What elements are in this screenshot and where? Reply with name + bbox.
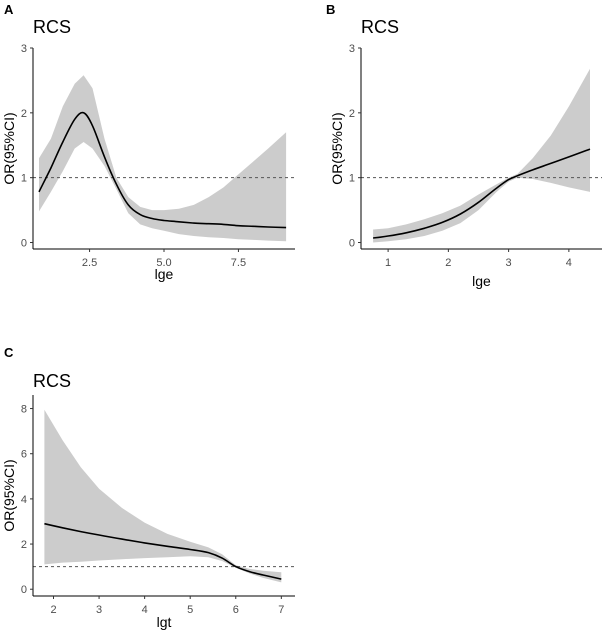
x-tick-label: 2 <box>445 257 451 269</box>
y-tick-label: 0 <box>21 584 27 596</box>
y-tick-label: 0 <box>21 238 27 250</box>
x-tick-label: 3 <box>96 604 102 616</box>
y-tick-label: 1 <box>349 173 355 185</box>
x-tick-label: 5 <box>187 604 193 616</box>
panel-a: A RCS 0 1 2 3 2.5 5.0 7.5 lge OR(95%CI) <box>1 2 295 282</box>
x-tick-label: 5.0 <box>156 257 171 269</box>
x-tick-label: 2.5 <box>82 257 97 269</box>
panel-letter: C <box>4 345 14 360</box>
y-axis-title: OR(95%CI) <box>329 112 345 184</box>
x-axis-title: lge <box>472 273 491 289</box>
y-tick-label: 3 <box>349 43 355 55</box>
chart-title: RCS <box>33 17 71 37</box>
chart-title: RCS <box>33 371 71 391</box>
confidence-band <box>44 409 282 583</box>
x-axis-title: lge <box>155 266 174 282</box>
panel-letter: B <box>326 2 335 17</box>
confidence-band <box>373 68 590 243</box>
panel-c: C RCS 0 2 4 6 8 2 3 4 5 6 7 lgt OR(95%CI) <box>1 345 295 630</box>
or-curve <box>44 522 282 580</box>
x-tick-label: 4 <box>566 257 572 269</box>
x-tick-label: 7.5 <box>231 257 246 269</box>
y-tick-label: 1 <box>21 173 27 185</box>
or-curve <box>373 148 591 239</box>
chart-title: RCS <box>361 17 399 37</box>
y-tick-label: 8 <box>21 404 27 416</box>
x-tick-label: 4 <box>142 604 148 616</box>
panel-letter: A <box>4 2 14 17</box>
x-tick-label: 1 <box>385 257 391 269</box>
y-tick-label: 2 <box>21 108 27 120</box>
y-tick-label: 0 <box>349 238 355 250</box>
y-tick-label: 6 <box>21 449 27 461</box>
x-tick-label: 3 <box>506 257 512 269</box>
y-tick-label: 3 <box>21 43 27 55</box>
confidence-band <box>39 75 287 242</box>
x-axis-title: lgt <box>157 614 172 630</box>
y-tick-label: 4 <box>21 494 27 506</box>
x-tick-label: 6 <box>233 604 239 616</box>
panel-b: B RCS 0 1 2 3 1 2 3 4 lge OR(95%CI) <box>326 2 602 289</box>
y-axis-title: OR(95%CI) <box>1 459 17 531</box>
y-tick-label: 2 <box>349 108 355 120</box>
x-tick-label: 2 <box>50 604 56 616</box>
or-curve <box>38 111 287 229</box>
y-axis-title: OR(95%CI) <box>1 112 17 184</box>
x-tick-label: 7 <box>278 604 284 616</box>
y-tick-label: 2 <box>21 539 27 551</box>
